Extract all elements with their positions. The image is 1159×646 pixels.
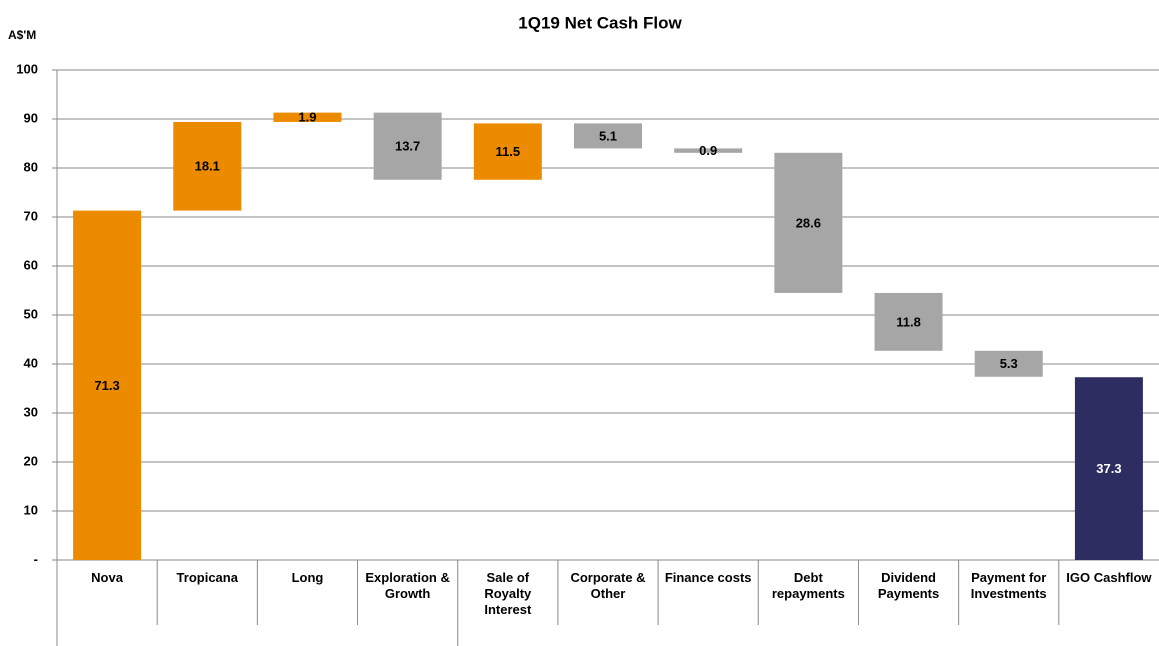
bar (574, 123, 642, 149)
y-tick-label: 90 (24, 110, 38, 125)
y-tick-label: - (34, 551, 38, 566)
data-label: 37.3 (1096, 461, 1121, 476)
y-tick-label: 100 (16, 61, 38, 76)
y-axis-label: A$'M (8, 28, 36, 42)
x-tick-label: IGO Cashflow (1066, 570, 1152, 585)
x-tick-label: Finance costs (664, 570, 752, 585)
y-tick-label: 30 (24, 404, 38, 419)
y-tick-label: 40 (24, 355, 38, 370)
y-tick-label: 80 (24, 159, 38, 174)
x-tick-label: Exploration & Growth (365, 570, 450, 601)
data-label: 5.1 (599, 128, 617, 143)
x-tick-label: Sale of Royalty Interest (484, 570, 532, 617)
data-label: 18.1 (195, 159, 220, 174)
data-label: 28.6 (796, 215, 821, 230)
y-tick-label: 60 (24, 257, 38, 272)
y-tick-label: 20 (24, 453, 38, 468)
bar (373, 112, 442, 180)
bar (473, 123, 542, 180)
data-label: 5.3 (1000, 356, 1018, 371)
chart-title: 1Q19 Net Cash Flow (518, 13, 682, 32)
x-tick-label: Dividend Payments (877, 570, 940, 601)
data-label: 13.7 (395, 139, 420, 154)
bar (173, 121, 242, 211)
bar (1074, 377, 1143, 560)
y-tick-label: 10 (24, 502, 38, 517)
bar (974, 350, 1043, 377)
bar (73, 210, 142, 560)
y-tick-label: 50 (24, 306, 38, 321)
y-tick-label: 70 (24, 208, 38, 223)
x-tick-label: Corporate & Other (570, 570, 646, 601)
x-tick-label: Debt repayments (771, 570, 845, 601)
bar (774, 152, 843, 293)
data-label: 11.8 (896, 314, 921, 329)
data-label: 71.3 (94, 378, 119, 393)
bar (874, 292, 943, 351)
x-tick-label: Nova (91, 570, 123, 585)
data-label: 0.9 (699, 143, 717, 158)
x-tick-label: Tropicana (176, 570, 238, 585)
data-label: 1.9 (298, 110, 316, 125)
x-tick-label: Long (291, 570, 324, 585)
bar (273, 112, 342, 122)
x-tick-label: Payment for Investments (970, 570, 1047, 601)
data-label: 11.5 (496, 144, 521, 159)
bar (674, 148, 743, 153)
